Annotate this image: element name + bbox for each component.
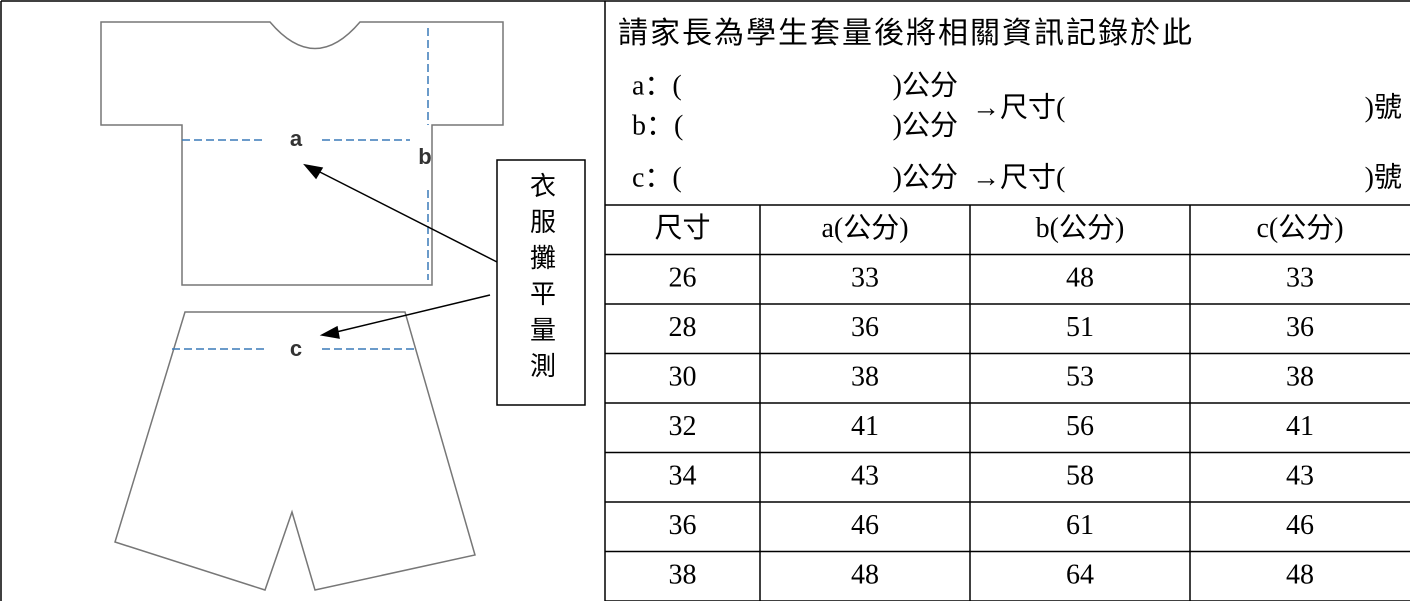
cell: 41 xyxy=(1286,411,1314,442)
label-c: c xyxy=(290,336,302,361)
cell: 43 xyxy=(851,461,879,492)
cell: 36 xyxy=(851,312,879,343)
cell: 33 xyxy=(1286,263,1314,294)
clothes-diagram xyxy=(100,21,586,591)
cell: 46 xyxy=(1286,510,1314,541)
line-close: )公分 xyxy=(893,70,958,101)
cell: 48 xyxy=(851,560,879,591)
cell: 38 xyxy=(1286,362,1314,393)
cell: 41 xyxy=(851,411,879,442)
size-open: →尺寸( xyxy=(972,161,1065,193)
size-close: )號 xyxy=(1365,91,1402,123)
cell: 30 xyxy=(669,362,697,393)
cell: 36 xyxy=(669,510,697,541)
line-open: c：( xyxy=(632,162,682,193)
cell: 26 xyxy=(669,263,697,294)
cell: 64 xyxy=(1066,560,1094,591)
cell: 33 xyxy=(851,263,879,294)
cell: 48 xyxy=(1286,560,1314,591)
cell: 43 xyxy=(1286,461,1314,492)
cell: 38 xyxy=(851,362,879,393)
label-b: b xyxy=(418,144,431,169)
line-open: a：( xyxy=(632,70,682,101)
cell: 34 xyxy=(669,461,697,492)
size-close: )號 xyxy=(1365,161,1402,193)
header-cell: 尺寸 xyxy=(654,212,710,244)
size-open: →尺寸( xyxy=(972,91,1065,123)
cell: 56 xyxy=(1066,411,1094,442)
header-cell: a(公分) xyxy=(821,213,908,244)
cell: 38 xyxy=(669,560,697,591)
cell: 53 xyxy=(1066,362,1094,393)
header-cell: c(公分) xyxy=(1256,213,1343,244)
line-close: )公分 xyxy=(893,110,958,141)
line-close: )公分 xyxy=(893,162,958,193)
cell: 48 xyxy=(1066,263,1094,294)
cell: 58 xyxy=(1066,461,1094,492)
cell: 32 xyxy=(669,411,697,442)
cell: 61 xyxy=(1066,510,1094,541)
cell: 36 xyxy=(1286,312,1314,343)
cell: 28 xyxy=(669,312,697,343)
cell: 46 xyxy=(851,510,879,541)
note: 衣服攤平量測 xyxy=(527,172,556,388)
label-a: a xyxy=(290,126,303,151)
line-open: b：( xyxy=(632,110,683,141)
header-cell: b(公分) xyxy=(1036,213,1125,244)
cell: 51 xyxy=(1066,312,1094,343)
form-title: 請家長為學生套量後將相關資訊記錄於此 xyxy=(618,17,1194,50)
